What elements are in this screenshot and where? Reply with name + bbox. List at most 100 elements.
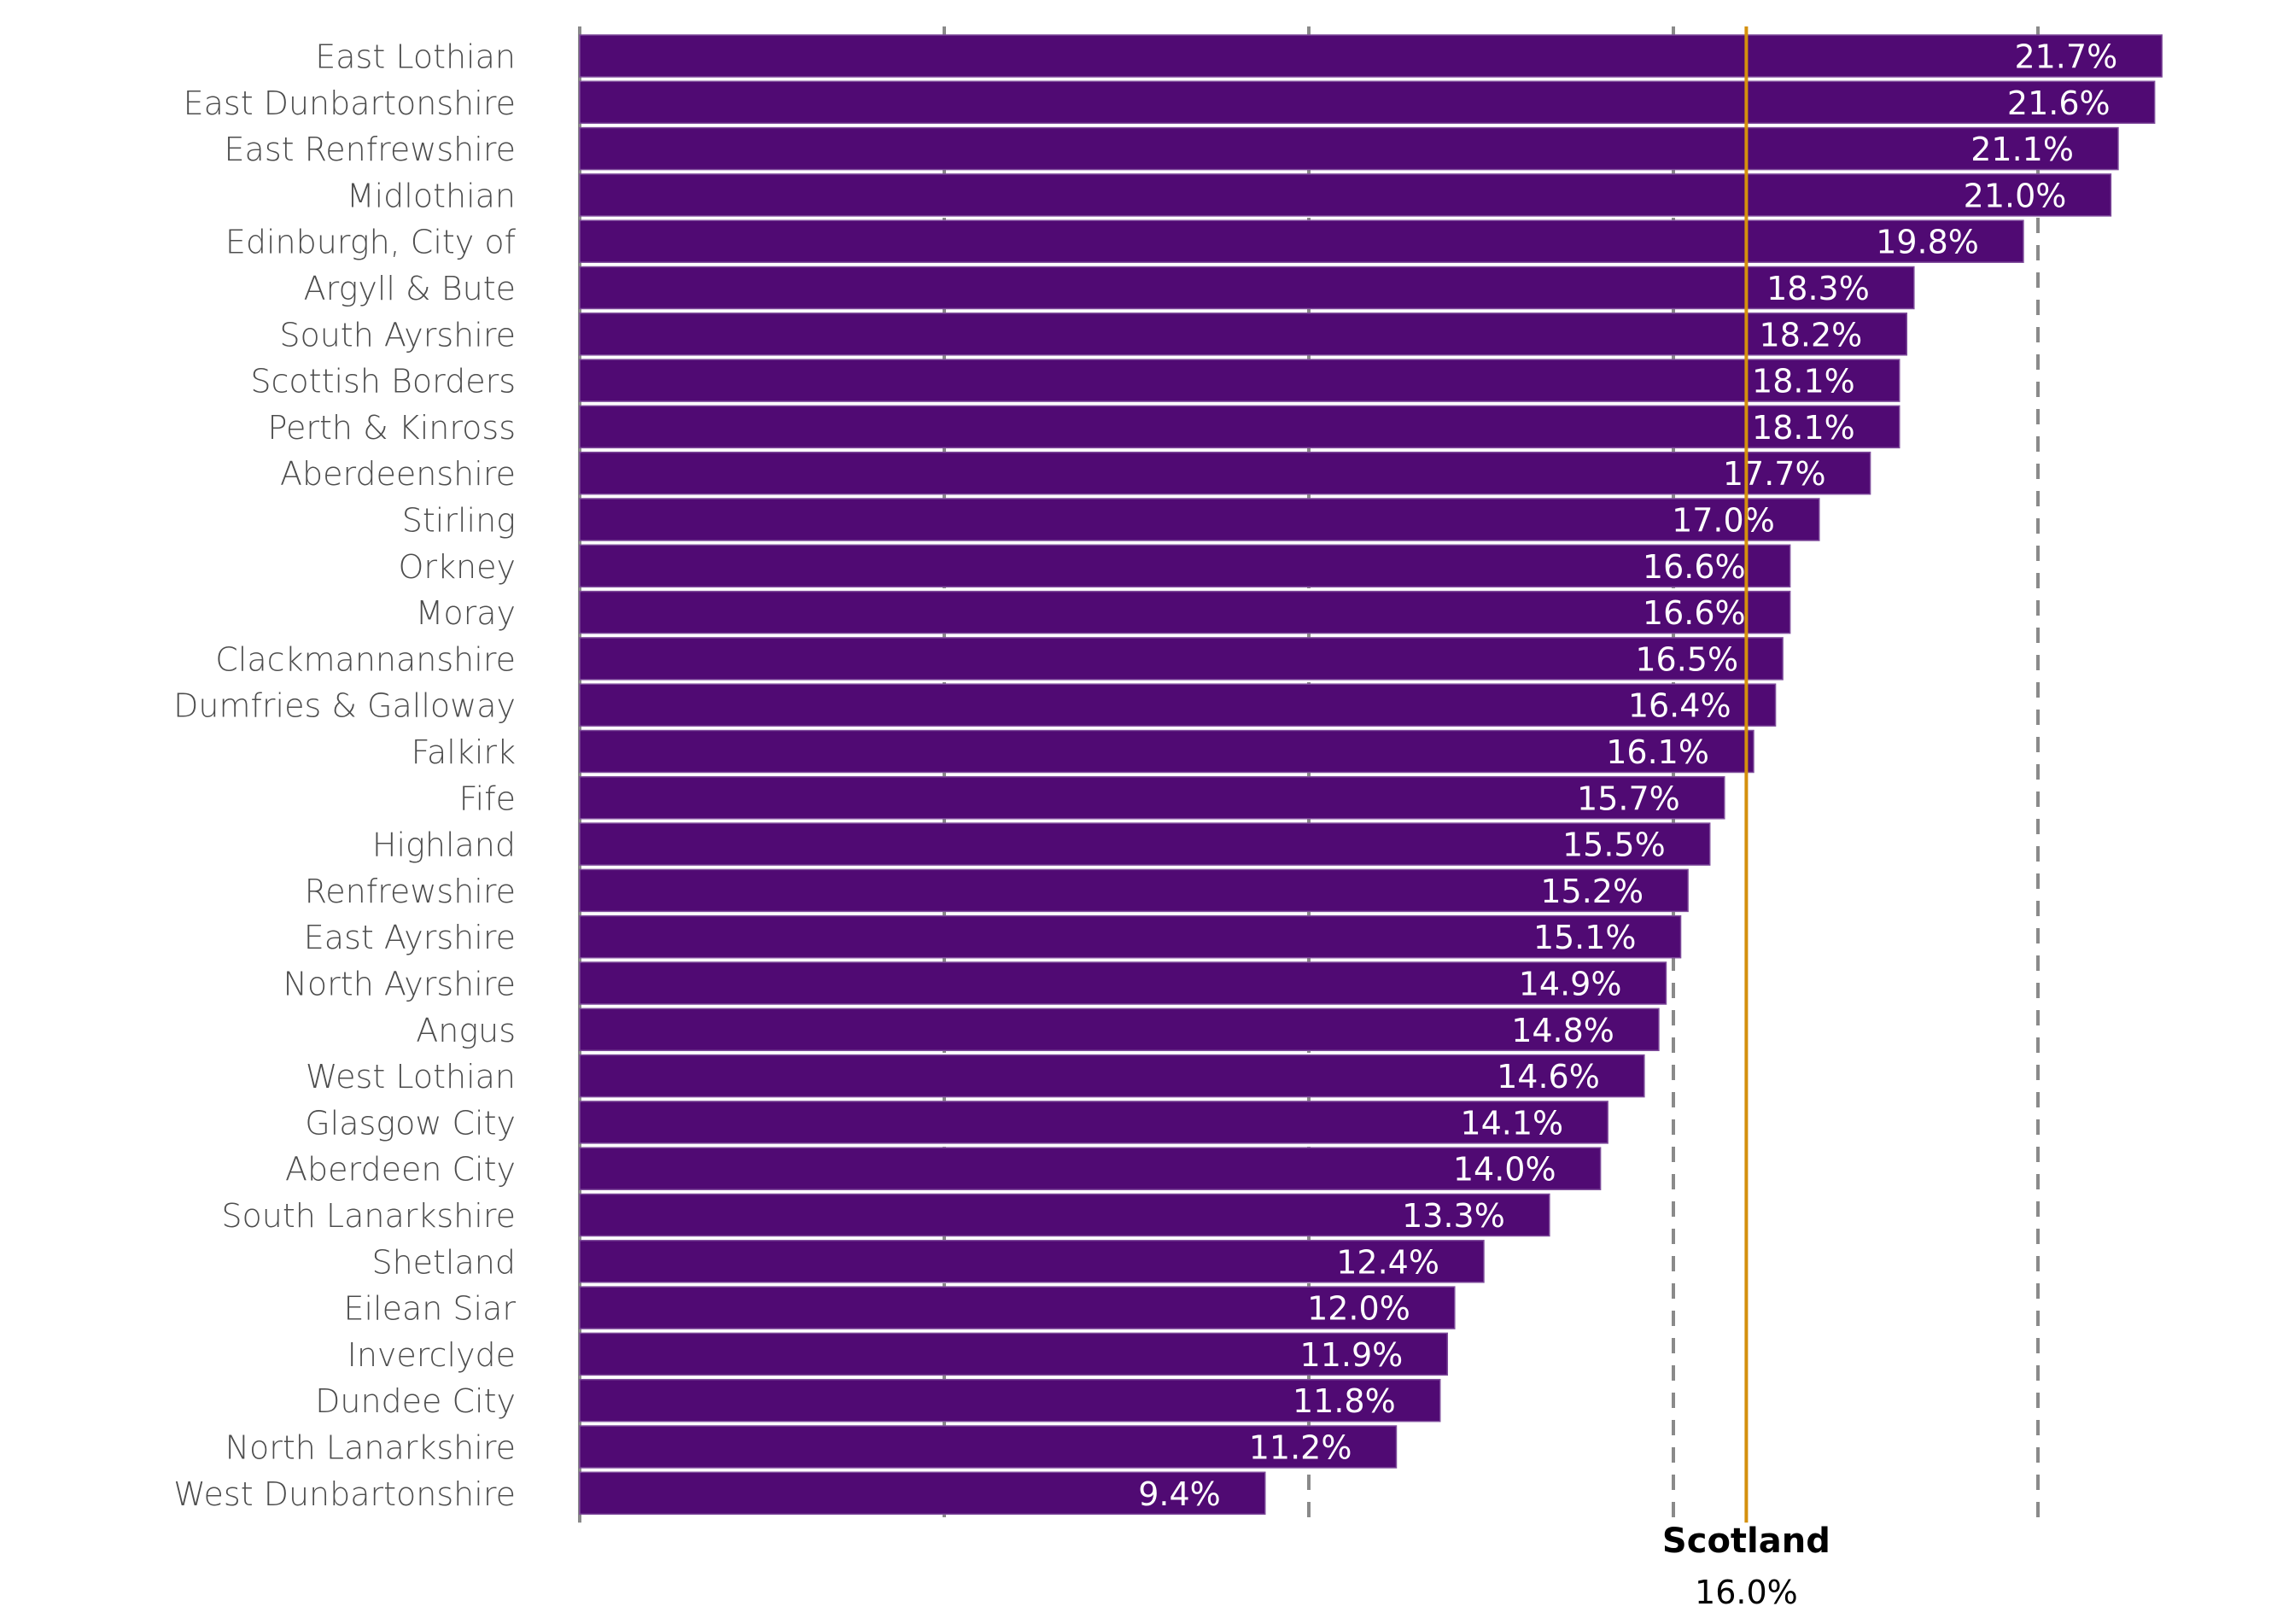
bar (579, 1054, 1645, 1098)
value-label: 15.1% (1533, 919, 1637, 956)
bar (579, 219, 2024, 263)
value-label: 21.7% (2014, 38, 2117, 76)
value-label: 16.5% (1635, 640, 1738, 678)
value-label: 18.3% (1766, 270, 1870, 307)
category-label: Renfrewshire (305, 873, 516, 910)
category-label: Clackmannanshire (215, 640, 516, 678)
bar (579, 914, 1682, 959)
value-label: 15.7% (1577, 780, 1680, 817)
bars (579, 34, 2163, 1516)
category-label: Aberdeenshire (280, 455, 516, 493)
category-label: North Lanarkshire (225, 1429, 516, 1467)
category-label: Stirling (402, 502, 516, 540)
bar (579, 359, 1900, 402)
category-label: West Dunbartonshire (173, 1475, 516, 1513)
category-label: East Renfrewshire (225, 131, 516, 168)
bar (579, 776, 1725, 820)
bar (579, 729, 1754, 774)
value-label: 11.9% (1300, 1336, 1404, 1374)
category-label: Eilean Siar (343, 1290, 516, 1328)
category-label: Midlothian (347, 177, 516, 214)
category-label: East Lothian (315, 38, 516, 76)
bar (579, 1286, 1456, 1329)
category-label: Perth & Kinross (267, 409, 516, 447)
category-label: South Lanarkshire (221, 1197, 516, 1235)
scotland-reference-name: Scotland (1662, 1522, 1830, 1561)
value-label: 18.1% (1752, 409, 1855, 447)
value-label: 14.0% (1453, 1151, 1556, 1189)
bar (579, 637, 1784, 681)
category-label: Inverclyde (347, 1336, 516, 1374)
value-label: 11.8% (1293, 1382, 1396, 1420)
bar (579, 1425, 1398, 1469)
category-label: Dumfries & Galloway (173, 687, 516, 725)
category-label: Shetland (371, 1243, 516, 1281)
category-label: Fife (459, 780, 516, 817)
value-label: 15.5% (1562, 827, 1666, 864)
value-label: 14.9% (1519, 966, 1622, 1003)
bar (579, 544, 1791, 588)
category-label: Aberdeen City (285, 1151, 516, 1189)
bar (579, 1193, 1550, 1237)
value-label: 11.2% (1249, 1429, 1352, 1467)
bar (579, 1332, 1449, 1376)
bar (579, 405, 1900, 449)
value-label: 9.4% (1138, 1475, 1221, 1513)
value-label: 14.8% (1511, 1012, 1614, 1049)
bar (579, 1147, 1602, 1190)
value-label: 21.1% (1970, 131, 2074, 168)
bar (579, 34, 2163, 78)
value-label: 15.2% (1540, 873, 1644, 910)
category-label: South Ayrshire (279, 316, 516, 353)
bar (579, 1471, 1266, 1516)
category-labels: East Lothian East Dunbartonshire East Renf… (173, 38, 516, 1513)
bar (579, 590, 1791, 634)
value-label: 16.6% (1643, 548, 1746, 586)
category-label: Glasgow City (305, 1104, 516, 1142)
bar (579, 1240, 1485, 1283)
bar (579, 1008, 1660, 1052)
bar (579, 868, 1689, 913)
bar (579, 498, 1820, 541)
bar (579, 451, 1871, 495)
value-label: 18.2% (1760, 316, 1863, 353)
value-label: 17.7% (1723, 455, 1826, 493)
bar (579, 961, 1667, 1005)
value-label: 19.8% (1876, 224, 1979, 261)
category-label: Dundee City (315, 1382, 516, 1420)
bar (579, 1378, 1441, 1422)
category-label: Angus (416, 1012, 516, 1049)
value-label: 21.0% (1964, 177, 2067, 214)
value-label: 17.0% (1672, 502, 1775, 540)
category-label: Scottish Borders (250, 363, 516, 400)
scotland-reference-value: 16.0% (1695, 1574, 1798, 1611)
bar (579, 266, 1915, 310)
category-label: Argyll & Bute (304, 270, 516, 307)
value-label: 21.6% (2007, 85, 2111, 122)
value-label: 18.1% (1752, 363, 1855, 400)
category-label: Orkney (399, 548, 517, 586)
value-label: 16.4% (1628, 687, 1731, 725)
bar (579, 173, 2112, 217)
category-label: Edinburgh, City of (225, 224, 517, 261)
category-label: West Lothian (306, 1058, 516, 1095)
value-label: 13.3% (1402, 1197, 1505, 1235)
value-label: 16.6% (1643, 594, 1746, 632)
value-label: 16.1% (1606, 733, 1709, 771)
category-label: East Ayrshire (304, 919, 516, 956)
category-label: North Ayrshire (283, 966, 517, 1003)
bar (579, 126, 2119, 171)
category-label: Falkirk (412, 733, 516, 771)
value-label: 12.0% (1307, 1290, 1410, 1328)
category-label: Moray (416, 594, 516, 632)
category-label: East Dunbartonshire (184, 85, 516, 122)
bar (579, 80, 2156, 125)
bar (579, 1101, 1608, 1144)
value-label: 14.6% (1497, 1058, 1600, 1095)
value-label: 14.1% (1460, 1104, 1563, 1142)
category-label: Highland (372, 827, 516, 864)
bar (579, 313, 1908, 356)
value-label: 12.4% (1336, 1243, 1439, 1281)
scotland-reference: Scotland 16.0% (1662, 26, 1830, 1611)
